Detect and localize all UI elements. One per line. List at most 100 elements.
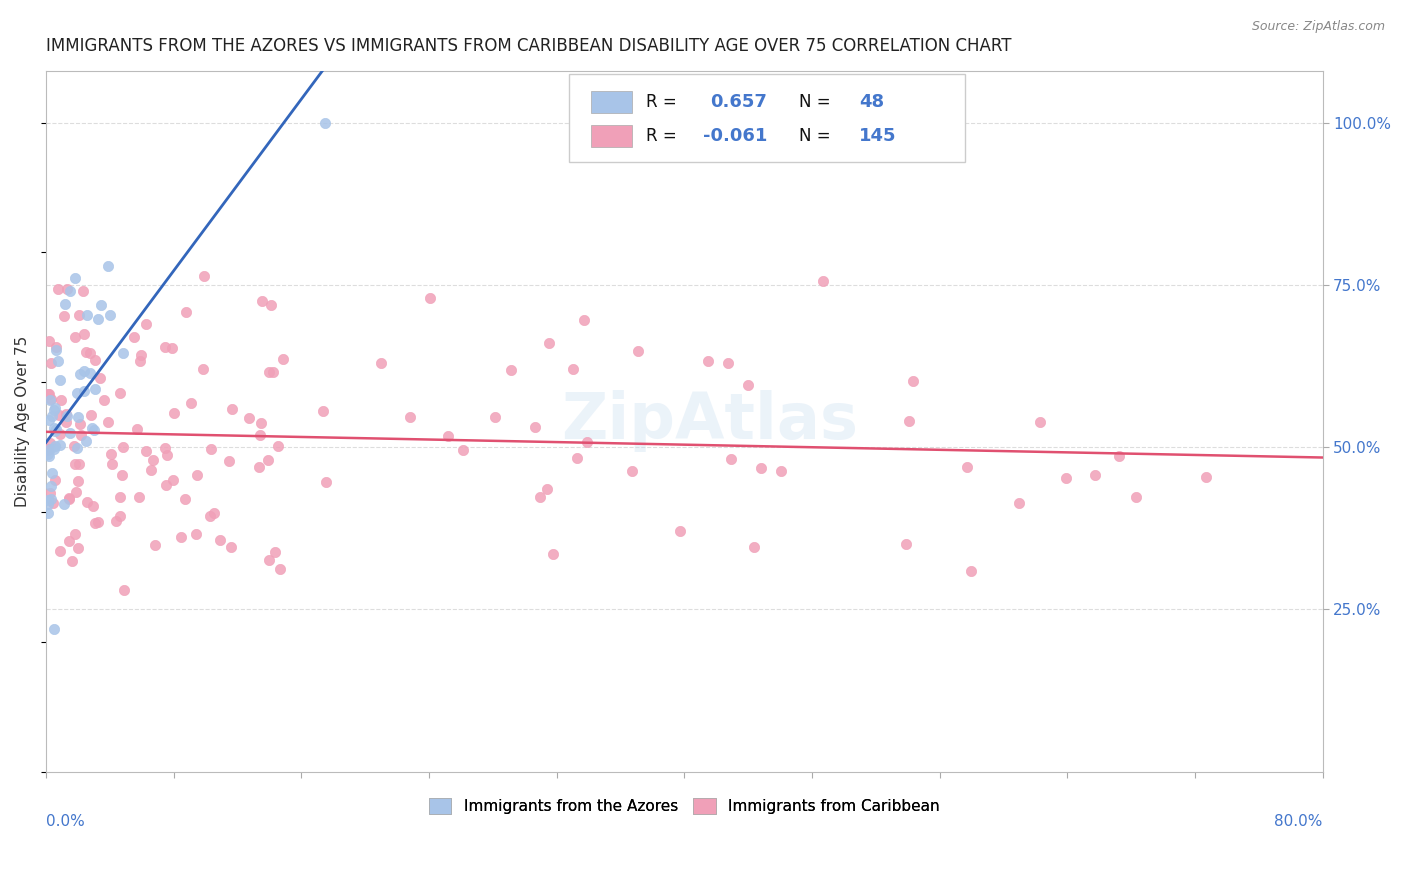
Point: [437, 429, 460, 443]
Point: [620, 464, 643, 478]
Point: [720, 451, 742, 466]
Point: [45, 340, 67, 354]
Point: [249, 416, 271, 430]
Point: [180, 396, 202, 410]
Point: [59, 285, 82, 299]
Point: [55, 409, 77, 423]
Point: [193, 268, 215, 283]
Point: [499, 362, 522, 376]
Point: [38, 485, 60, 500]
Text: R =: R =: [645, 127, 682, 145]
Point: [37, 442, 59, 456]
Point: [749, 461, 772, 475]
Point: [419, 291, 441, 305]
Point: [97, 259, 120, 273]
Point: [37, 506, 59, 520]
Point: [60, 554, 83, 568]
Point: [717, 355, 740, 369]
FancyBboxPatch shape: [569, 74, 965, 161]
Point: [184, 527, 207, 541]
Point: [72, 285, 94, 299]
Point: [269, 562, 291, 576]
Point: [38, 436, 60, 450]
Point: [100, 458, 122, 472]
Point: [198, 509, 221, 524]
Point: [76, 494, 98, 508]
Point: [49, 438, 72, 452]
Point: [45, 422, 67, 436]
Point: [69, 367, 91, 381]
Point: [538, 336, 561, 351]
Point: [267, 439, 290, 453]
Point: [100, 447, 122, 461]
Point: [135, 317, 157, 331]
Text: 0.657: 0.657: [710, 93, 766, 111]
Point: [79, 367, 101, 381]
Point: [65, 485, 87, 500]
Point: [42, 442, 65, 456]
Point: [314, 116, 336, 130]
Point: [49, 374, 72, 388]
Point: [541, 548, 564, 562]
Point: [111, 468, 134, 483]
Point: [1108, 449, 1130, 463]
Point: [39, 356, 62, 370]
Point: [59, 425, 82, 440]
Point: [897, 414, 920, 428]
Point: [38, 449, 60, 463]
Point: [87, 515, 110, 529]
Point: [46, 354, 69, 368]
Point: [315, 475, 337, 490]
Point: [122, 330, 145, 344]
Point: [108, 386, 131, 401]
Point: [627, 344, 650, 359]
Point: [370, 356, 392, 370]
Point: [155, 441, 177, 455]
Point: [186, 467, 208, 482]
Point: [66, 475, 89, 489]
Point: [263, 544, 285, 558]
Point: [37, 387, 59, 401]
Point: [38, 413, 60, 427]
Point: [219, 541, 242, 555]
FancyBboxPatch shape: [591, 125, 631, 147]
Point: [76, 308, 98, 322]
Point: [69, 417, 91, 431]
Point: [69, 428, 91, 442]
Text: 80.0%: 80.0%: [1274, 814, 1323, 829]
Point: [39, 392, 62, 406]
Point: [112, 440, 135, 454]
Point: [170, 530, 193, 544]
Point: [567, 450, 589, 465]
Point: [39, 479, 62, 493]
Point: [42, 421, 65, 435]
Point: [257, 453, 280, 467]
Point: [536, 482, 558, 496]
Point: [811, 274, 834, 288]
Point: [129, 354, 152, 368]
Point: [142, 453, 165, 467]
Point: [218, 454, 240, 468]
Point: [38, 387, 60, 401]
Point: [37, 443, 59, 458]
Point: [58, 533, 80, 548]
Point: [561, 362, 583, 376]
Point: [49, 426, 72, 441]
Point: [97, 416, 120, 430]
Point: [49, 544, 72, 558]
Point: [83, 423, 105, 437]
Y-axis label: Disability Age Over 75: Disability Age Over 75: [15, 335, 30, 507]
Point: [200, 442, 222, 457]
Point: [162, 473, 184, 487]
Text: 145: 145: [859, 127, 897, 145]
Point: [769, 463, 792, 477]
Point: [49, 392, 72, 407]
Point: [250, 293, 273, 308]
Point: [63, 457, 86, 471]
Point: [52, 497, 75, 511]
Point: [67, 409, 90, 424]
Point: [73, 327, 96, 342]
Point: [41, 466, 63, 480]
Point: [44, 439, 66, 453]
Point: [93, 393, 115, 408]
